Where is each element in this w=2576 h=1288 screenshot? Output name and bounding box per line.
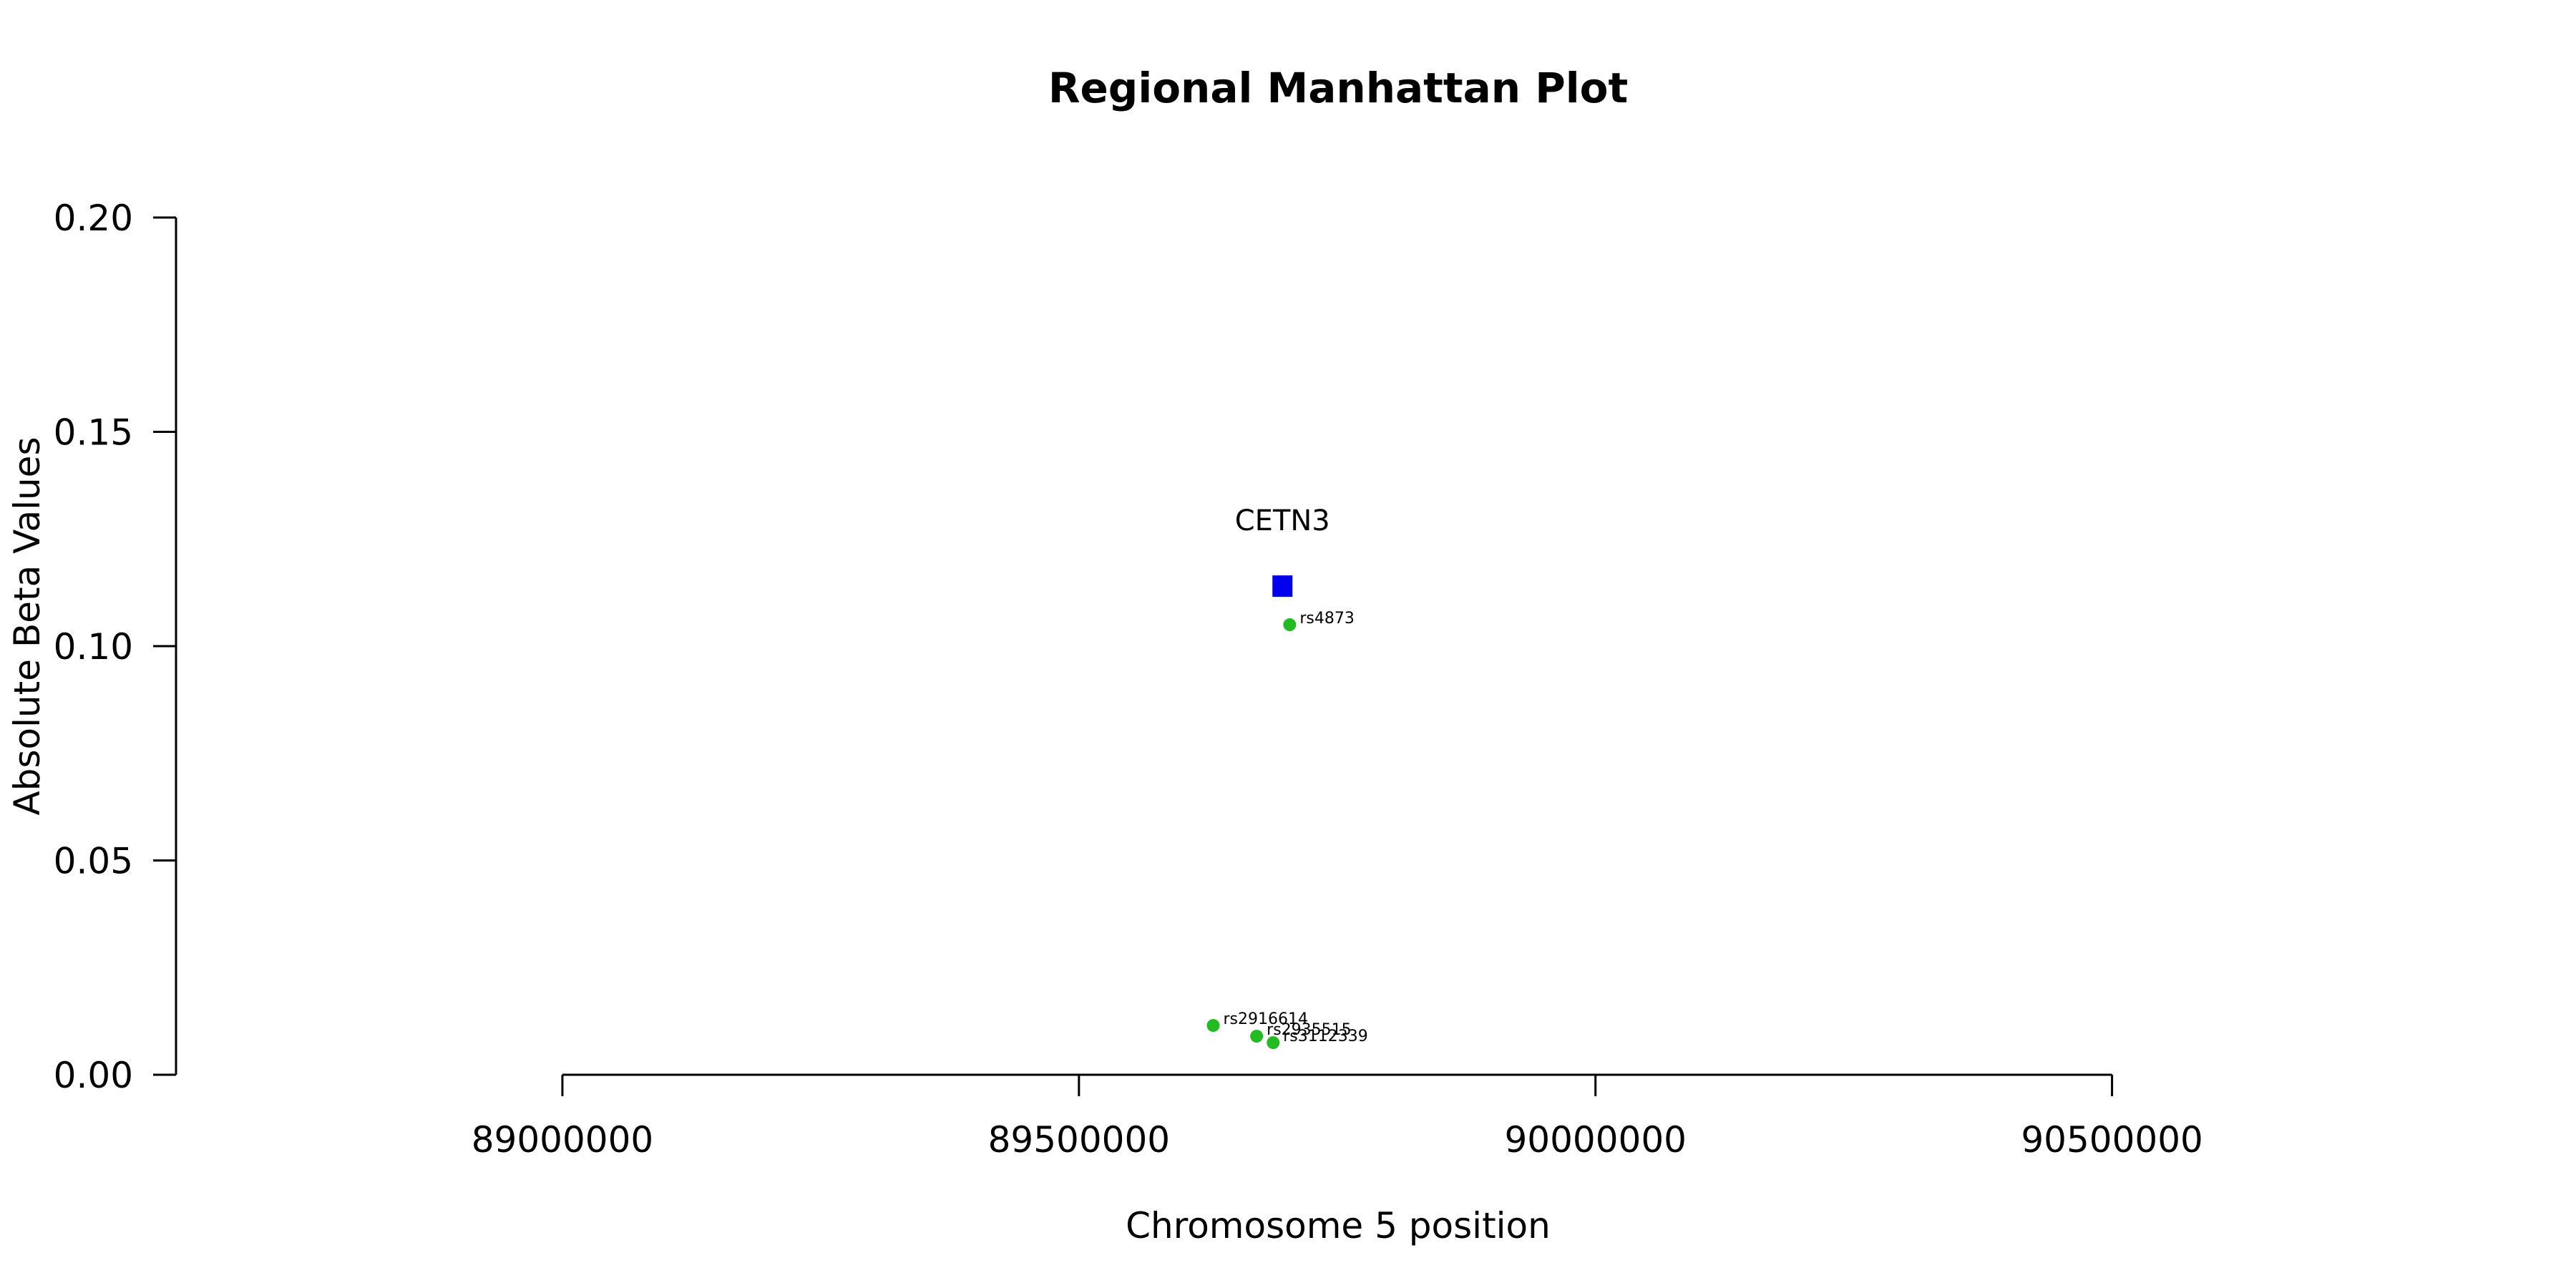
x-axis-label: Chromosome 5 position: [1126, 1205, 1551, 1246]
y-tick-label: 0.20: [54, 197, 133, 239]
y-tick-label: 0.10: [54, 626, 133, 668]
snp-label: rs4873: [1299, 610, 1355, 628]
y-tick-label: 0.05: [54, 841, 133, 882]
y-axis-ticks: 0.00 0.05 0.10 0.15 0.20: [54, 197, 176, 1096]
snp-point: [1206, 1019, 1220, 1033]
gene-label: CETN3: [1235, 504, 1330, 537]
snp-point: [1267, 1036, 1280, 1050]
snp-label: rs2916614: [1224, 1010, 1309, 1028]
gene-marker: [1272, 575, 1293, 597]
x-tick-label: 90000000: [1504, 1119, 1687, 1161]
x-axis-ticks: 89000000 89500000 90000000 90500000: [472, 1075, 2203, 1161]
x-tick-label: 89500000: [988, 1119, 1171, 1161]
snp-point: [1250, 1030, 1264, 1043]
y-tick-label: 0.15: [54, 412, 133, 454]
snp-point: [1283, 618, 1297, 632]
snp-label: rs3112339: [1283, 1028, 1368, 1045]
y-axis-label: Absolute Beta Values: [6, 437, 48, 816]
y-tick-label: 0.00: [54, 1055, 133, 1096]
x-tick-label: 89000000: [472, 1119, 654, 1161]
x-tick-label: 90500000: [2021, 1119, 2203, 1161]
chart-title: Regional Manhattan Plot: [1048, 64, 1628, 112]
snp-label: rs2935515: [1267, 1021, 1352, 1039]
